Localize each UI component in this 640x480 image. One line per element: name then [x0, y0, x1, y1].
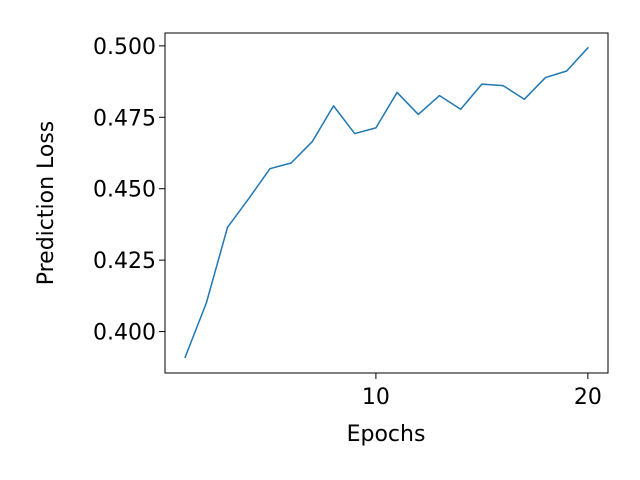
series-line [184, 46, 589, 359]
y-tick-label: 0.475 [93, 106, 156, 131]
y-tick-label: 0.500 [93, 35, 156, 60]
y-axis-label: Prediction Loss [34, 121, 59, 286]
x-axis-label: Epochs [347, 422, 426, 447]
x-tick-label: 10 [362, 385, 390, 410]
y-tick-label: 0.400 [93, 321, 156, 346]
y-tick-label: 0.425 [93, 249, 156, 274]
series-layer [184, 46, 589, 359]
x-tick-label: 20 [574, 385, 602, 410]
ticks-layer: 10 20 0.400 0.425 0.450 0.475 0.500 [93, 35, 602, 410]
axes-frame [164, 32, 609, 374]
y-tick-label: 0.450 [93, 178, 156, 203]
